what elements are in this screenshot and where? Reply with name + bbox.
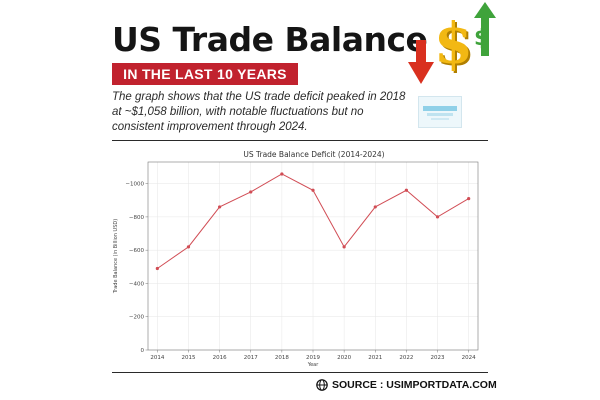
x-tick-label: 2024	[462, 355, 476, 361]
data-point	[404, 188, 408, 192]
x-tick-label: 2023	[431, 355, 445, 361]
globe-icon	[316, 379, 328, 391]
source-text: SOURCE : USIMPORTDATA.COM	[332, 379, 497, 391]
page-title: US Trade Balance	[112, 20, 428, 59]
data-point	[218, 205, 222, 209]
data-point	[249, 190, 253, 194]
y-tick-label: −800	[129, 215, 145, 221]
y-tick-label: −400	[129, 281, 145, 287]
down-arrow-icon	[408, 40, 434, 84]
line-chart: US Trade Balance Deficit (2014-2024) 201…	[113, 150, 479, 368]
data-point	[342, 245, 346, 249]
y-tick-label: −600	[129, 248, 145, 254]
data-point	[467, 197, 471, 201]
dollar-small-icon: $	[474, 26, 490, 51]
data-point	[280, 172, 284, 176]
x-tick-label: 2014	[150, 355, 164, 361]
dollar-icon: $	[434, 11, 473, 77]
x-tick-label: 2021	[368, 355, 382, 361]
logo	[418, 96, 462, 128]
chart-title: US Trade Balance Deficit (2014-2024)	[243, 150, 384, 159]
y-tick-label: 0	[141, 348, 145, 354]
up-arrow-icon	[474, 2, 496, 56]
data-point	[311, 188, 315, 192]
data-point	[373, 205, 377, 209]
x-tick-label: 2018	[275, 355, 289, 361]
divider-top	[112, 140, 488, 141]
summary-text: The graph shows that the US trade defici…	[112, 91, 406, 133]
x-tick-label: 2022	[399, 355, 413, 361]
x-tick-label: 2017	[244, 355, 258, 361]
y-tick-label: −200	[129, 315, 145, 321]
subtitle-banner: IN THE LAST 10 YEARS	[112, 63, 298, 85]
data-point	[155, 266, 159, 271]
x-tick-label: 2020	[337, 355, 351, 361]
x-axis-label: Year	[307, 362, 320, 368]
x-tick-label: 2015	[181, 355, 195, 361]
data-point	[186, 245, 191, 249]
x-tick-label: 2016	[213, 355, 227, 361]
x-tick-label: 2019	[306, 355, 320, 361]
divider-bottom	[112, 372, 488, 373]
y-tick-label: −1000	[125, 182, 144, 188]
y-axis-label: Trade Balance (in Billion USD)	[113, 219, 119, 294]
data-point	[435, 215, 440, 219]
source-credit: SOURCE : USIMPORTDATA.COM	[316, 379, 497, 391]
